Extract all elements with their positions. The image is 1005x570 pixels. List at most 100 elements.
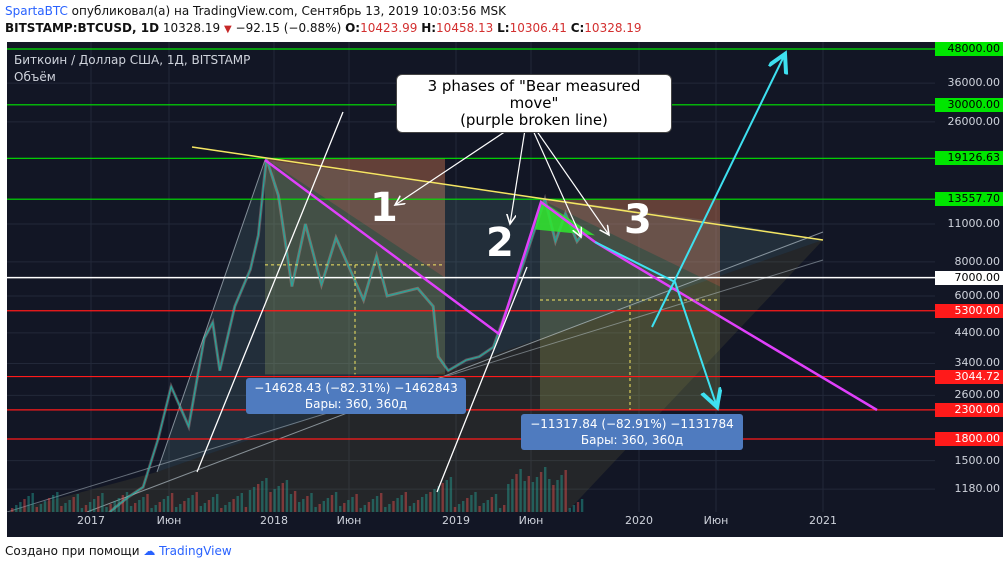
price-tick-label: 1180.00 — [954, 482, 1001, 496]
callout-line-2: (purple broken line) — [460, 111, 608, 129]
volume-bar — [199, 506, 202, 512]
phases-callout: 3 phases of "Bear measured move" (purple… — [396, 74, 672, 133]
time-tick-label: Июн — [518, 514, 544, 527]
volume-bar — [207, 500, 211, 512]
time-axis-bg — [7, 512, 935, 537]
white-trendline — [436, 266, 528, 493]
measure-red-2 — [540, 199, 720, 287]
volume-bar — [154, 505, 157, 512]
volume-bar — [39, 504, 43, 512]
volume-bar — [412, 503, 416, 512]
volume-bar — [351, 497, 354, 512]
volume-bar — [429, 492, 432, 512]
volume-bar — [392, 501, 395, 512]
callout-pointer — [510, 116, 528, 224]
volume-bar — [191, 495, 194, 512]
volume-bar — [236, 496, 239, 512]
volume-bar — [330, 495, 334, 512]
volume-bar — [261, 481, 264, 512]
measure-box-1: −14628.43 (−82.31%) −1462843 Бары: 360, … — [246, 378, 466, 414]
low-value: 10306.41 — [509, 21, 567, 35]
time-tick-label: 2019 — [442, 514, 470, 527]
volume-bar — [248, 490, 252, 512]
volume-bar — [252, 487, 256, 512]
author-link[interactable]: SpartaBTC — [5, 4, 68, 18]
volume-bar — [273, 489, 276, 512]
time-tick-label: Июн — [336, 514, 362, 527]
price-axis-bg — [935, 42, 1003, 537]
high-value: 10458.13 — [436, 21, 494, 35]
volume-bar — [11, 508, 14, 512]
volume-bar — [175, 507, 178, 512]
tradingview-link[interactable]: TradingView — [159, 544, 232, 558]
volume-bar — [531, 482, 535, 512]
measure-red-1 — [265, 158, 445, 278]
volume-bar — [347, 500, 350, 512]
volume-bar — [380, 493, 383, 512]
volume-bar — [408, 506, 412, 512]
measure-1-bars: Бары: 360, 360д — [304, 397, 408, 411]
price-tick-label: 26000.00 — [947, 114, 1001, 128]
volume-bar — [339, 506, 342, 512]
volume-bar — [363, 505, 366, 512]
level-price-tag: 7000.00 — [935, 270, 1003, 285]
volume-bar — [56, 492, 59, 512]
volume-bar — [523, 481, 526, 512]
volume-bar — [31, 493, 34, 512]
volume-bar — [490, 497, 494, 512]
volume-bar — [367, 502, 371, 512]
volume-bar — [15, 505, 18, 512]
chart-area[interactable]: Биткоин / Доллар США, 1Д, BITSTAMP Объём… — [7, 42, 1003, 537]
volume-bar — [113, 501, 116, 512]
volume-bar — [129, 506, 133, 512]
volume-bar — [224, 505, 227, 512]
volume-bar — [76, 494, 79, 512]
volume-bar — [269, 492, 272, 512]
time-tick-label: 2018 — [260, 514, 288, 527]
price-tick-label: 6000.00 — [954, 288, 1001, 302]
volume-bar — [384, 507, 387, 512]
volume-bar — [240, 493, 243, 512]
created-with: Создано при помощи — [5, 544, 140, 558]
volume-bar — [470, 495, 473, 512]
volume-bar — [519, 469, 522, 512]
fan-line — [156, 159, 266, 473]
volume-bar — [72, 497, 75, 512]
level-price-tag: 1800.00 — [935, 432, 1003, 446]
volume-bar — [232, 499, 235, 512]
callout-pointer — [526, 116, 609, 235]
volume-bar — [576, 502, 580, 512]
volume-bar — [371, 499, 375, 512]
volume-bar — [314, 507, 317, 512]
price-tick-label: 2600.00 — [954, 388, 1001, 402]
volume-bar — [298, 502, 301, 512]
volume-bar — [277, 486, 280, 512]
volume-bar — [474, 492, 477, 512]
white-trendline — [196, 111, 344, 473]
volume-bar — [556, 480, 559, 512]
price-tick-label: 36000.00 — [947, 76, 1001, 90]
channel-line-upper — [86, 231, 824, 513]
volume-bar — [462, 501, 465, 512]
volume-bar — [568, 508, 571, 512]
volume-bar — [293, 491, 297, 512]
volume-bar — [93, 499, 96, 512]
bear-measured-move-line — [264, 158, 878, 412]
volume-bar — [43, 501, 47, 512]
volume-bar — [560, 475, 563, 512]
volume-bar — [482, 503, 485, 512]
chart-title: Биткоин / Доллар США, 1Д, BITSTAMP — [14, 53, 251, 67]
callout-line-1: 3 phases of "Bear measured move" — [427, 77, 641, 112]
volume-bar — [150, 508, 153, 512]
volume-bar — [220, 508, 223, 512]
volume-bar — [445, 480, 448, 512]
volume-bar — [564, 470, 567, 512]
volume-bar — [27, 496, 30, 512]
volume-bar — [88, 502, 92, 512]
volume-bar — [195, 492, 198, 512]
time-tick-label: 2020 — [625, 514, 653, 527]
volume-bar — [170, 493, 174, 512]
volume-bar — [572, 505, 576, 512]
volume-bar — [388, 504, 391, 512]
volume-bar — [35, 507, 38, 512]
